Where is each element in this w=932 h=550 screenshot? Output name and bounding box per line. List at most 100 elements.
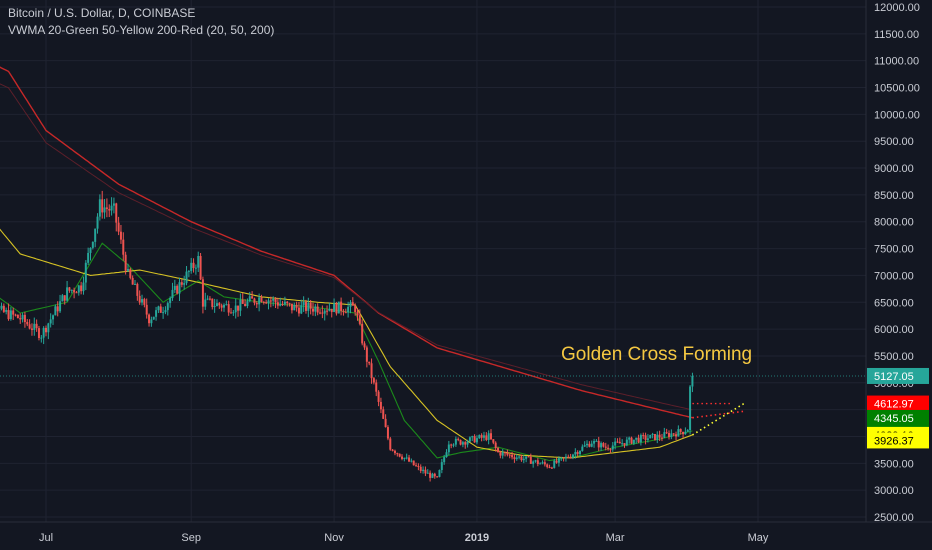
candle-body bbox=[42, 327, 45, 338]
price-tick-label: 7000.00 bbox=[874, 270, 914, 282]
vwma-200-projection bbox=[692, 410, 745, 419]
candle-body bbox=[314, 306, 317, 312]
candle-body bbox=[241, 299, 244, 304]
candle-body bbox=[475, 438, 478, 443]
candle-body bbox=[410, 460, 413, 462]
candle-body bbox=[482, 435, 485, 438]
candle-body bbox=[40, 337, 43, 339]
candle-body bbox=[143, 299, 146, 305]
symbol-title: Bitcoin / U.S. Dollar, D, COINBASE bbox=[8, 6, 196, 20]
candle-body bbox=[84, 262, 87, 283]
price-badges: 5127.054612.974349.154345.054104.264029.… bbox=[867, 367, 929, 449]
candle-body bbox=[368, 361, 371, 364]
candle-body bbox=[215, 303, 218, 307]
candle-body bbox=[340, 301, 343, 311]
candle-body bbox=[487, 433, 490, 440]
candle-body bbox=[9, 310, 12, 320]
price-tick-label: 5500.00 bbox=[874, 351, 914, 363]
candle-body bbox=[246, 301, 249, 307]
candle-body bbox=[227, 304, 230, 313]
candle-body bbox=[302, 302, 305, 306]
candle-body bbox=[138, 295, 141, 303]
candle-body bbox=[415, 465, 418, 467]
candle-body bbox=[61, 295, 64, 302]
candle-body bbox=[230, 312, 233, 314]
candle-body bbox=[166, 303, 169, 311]
candle-body bbox=[478, 435, 481, 439]
price-badge bbox=[867, 367, 929, 384]
candle-body bbox=[473, 436, 476, 443]
candle-body bbox=[220, 305, 223, 308]
candle-body bbox=[180, 282, 183, 285]
candle-body bbox=[677, 429, 680, 437]
candle-body bbox=[164, 310, 167, 313]
candle-body bbox=[660, 437, 663, 439]
candle-body bbox=[45, 327, 47, 333]
candle-body bbox=[539, 463, 542, 465]
candle-body bbox=[447, 444, 450, 453]
candle-body bbox=[269, 300, 272, 302]
candle-body bbox=[651, 434, 654, 436]
price-tick-label: 9000.00 bbox=[874, 163, 914, 175]
candle-body bbox=[333, 303, 336, 313]
candle-body bbox=[255, 302, 258, 305]
candle-body bbox=[319, 312, 322, 314]
candle-body bbox=[504, 452, 507, 454]
candle-body bbox=[176, 285, 179, 294]
candle-body bbox=[393, 450, 396, 454]
candle-body bbox=[408, 457, 411, 462]
candle-body bbox=[171, 289, 174, 299]
candle-body bbox=[279, 303, 282, 306]
candle-body bbox=[525, 456, 528, 459]
candle-body bbox=[37, 328, 40, 338]
candle-body bbox=[372, 378, 375, 383]
candle-body bbox=[112, 203, 115, 206]
candle-body bbox=[2, 305, 5, 312]
candle-body bbox=[363, 343, 366, 348]
time-tick-label: Jul bbox=[39, 532, 53, 544]
candle-body bbox=[550, 467, 553, 469]
projection-lines bbox=[692, 402, 745, 436]
candle-body bbox=[438, 470, 441, 477]
candle-body bbox=[321, 312, 324, 314]
candle-body bbox=[658, 434, 661, 438]
candle-body bbox=[354, 305, 357, 313]
candle-body bbox=[286, 301, 289, 304]
candle-body bbox=[201, 279, 204, 307]
candle-body bbox=[7, 310, 10, 320]
candle-body bbox=[644, 435, 647, 440]
candle-body bbox=[5, 310, 8, 312]
candle-body bbox=[391, 449, 394, 451]
candle-body bbox=[351, 302, 354, 306]
candle-body bbox=[609, 449, 612, 451]
candle-body bbox=[424, 469, 427, 474]
time-axis[interactable] bbox=[0, 522, 932, 550]
time-tick-label: Sep bbox=[181, 532, 201, 544]
candle-body bbox=[543, 462, 546, 465]
candle-body bbox=[126, 268, 129, 271]
candle-body bbox=[637, 437, 640, 443]
candle-body bbox=[211, 298, 214, 307]
candle-body bbox=[586, 443, 589, 446]
candle-body bbox=[49, 319, 52, 324]
candle-body bbox=[276, 302, 279, 306]
candle-body bbox=[96, 216, 99, 229]
candle-body bbox=[330, 308, 333, 313]
candle-body bbox=[625, 439, 628, 446]
price-badge bbox=[867, 409, 929, 426]
candle-body bbox=[663, 432, 666, 438]
candle-body bbox=[283, 301, 286, 305]
candle-body bbox=[33, 323, 36, 330]
candle-body bbox=[295, 304, 298, 308]
candle-body bbox=[56, 306, 59, 312]
candle-body bbox=[518, 456, 521, 458]
price-badge bbox=[867, 395, 929, 412]
candle-body bbox=[670, 433, 673, 438]
candle-body bbox=[101, 199, 104, 213]
candle-body bbox=[316, 306, 319, 313]
candle-body bbox=[529, 456, 532, 464]
candle-body bbox=[628, 437, 631, 440]
candle-body bbox=[433, 473, 436, 477]
candle-body bbox=[564, 456, 567, 458]
